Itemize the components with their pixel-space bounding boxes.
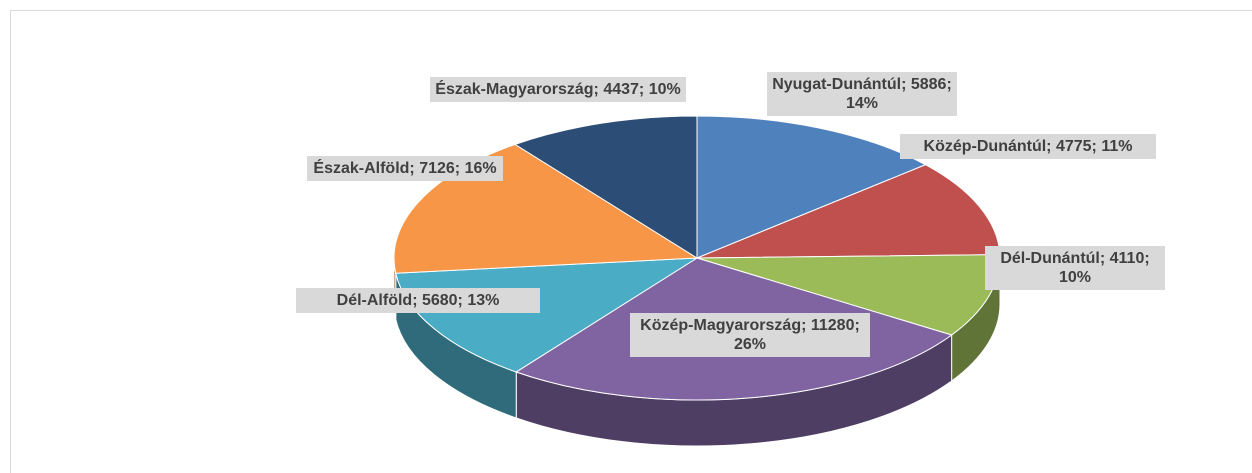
slice <box>513 115 698 259</box>
data-label: Dél-Alföld; 5680; 13% <box>296 288 540 313</box>
chart-frame <box>10 10 1252 473</box>
data-label: Észak-Magyarország; 4437; 10% <box>430 77 686 102</box>
data-label: Nyugat-Dunántúl; 5886; 14% <box>767 72 957 116</box>
data-label: Közép-Dunántúl; 4775; 11% <box>900 134 1156 159</box>
slice <box>395 257 699 373</box>
data-label: Dél-Dunántúl; 4110; 10% <box>985 246 1165 290</box>
data-label: Észak-Alföld; 7126; 16% <box>307 156 503 181</box>
data-label: Közép-Magyarország; 11280; 26% <box>630 313 870 357</box>
